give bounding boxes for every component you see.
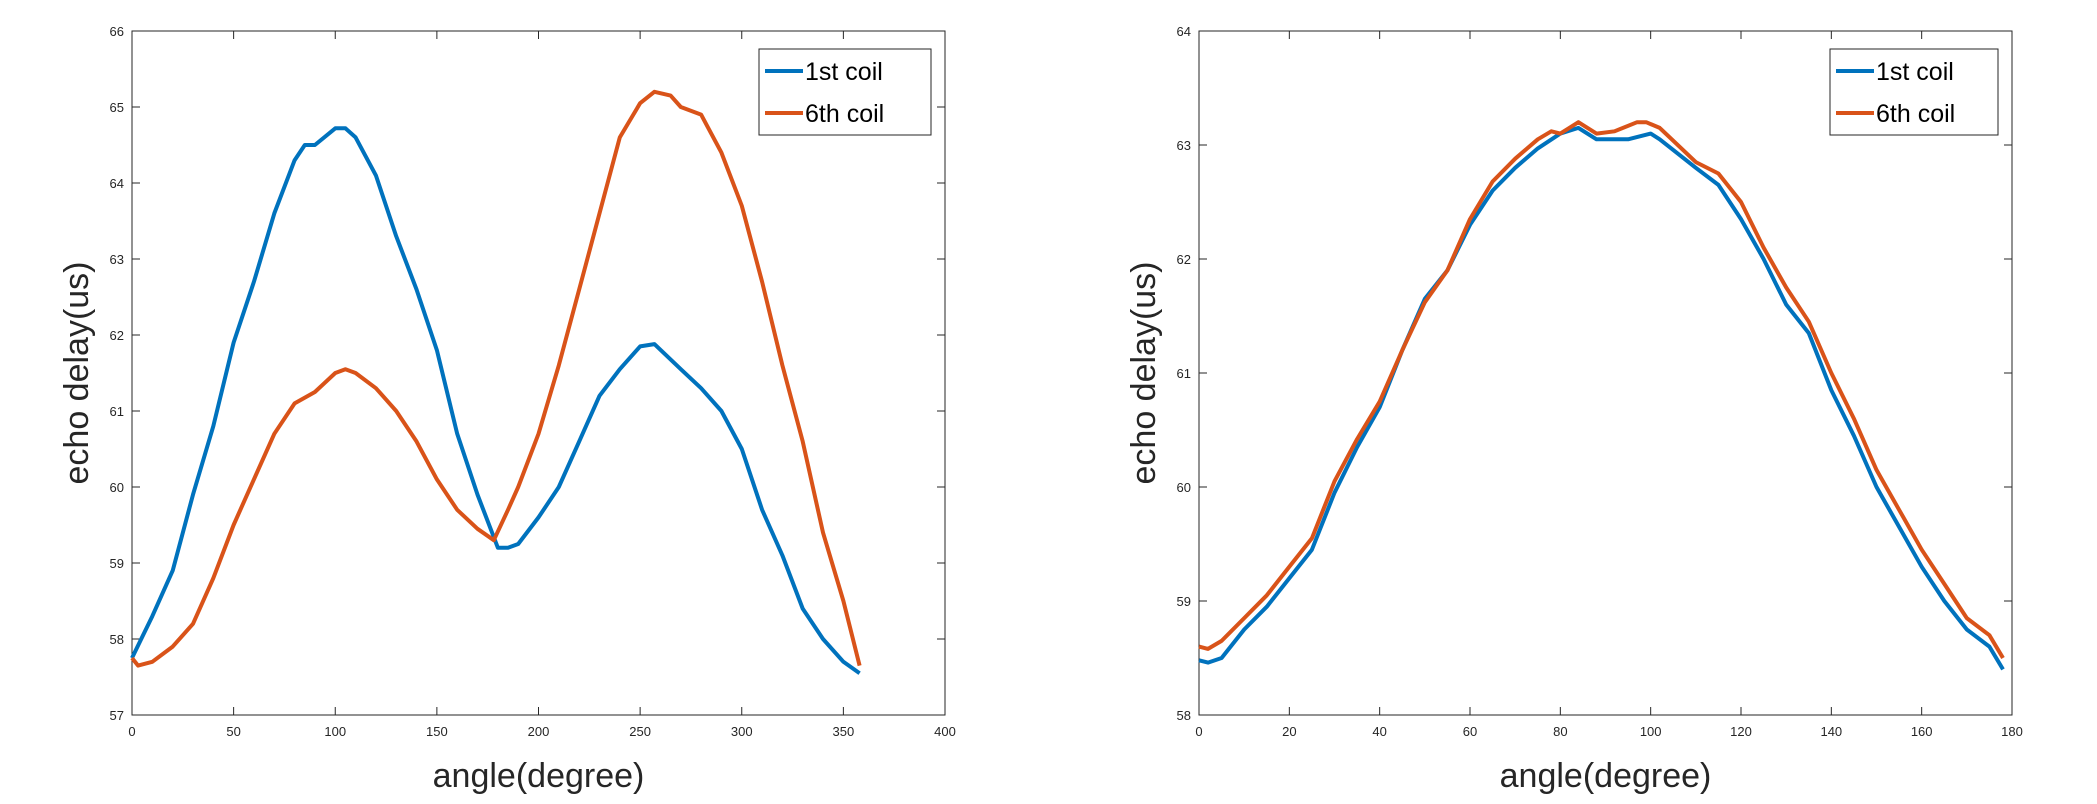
x-tick-label: 0 — [1195, 724, 1202, 739]
x-tick-label: 60 — [1463, 724, 1477, 739]
legend: 1st coil 6th coil — [758, 48, 932, 136]
chart-2: 0 20 40 60 80 100 120 140 160 180 58 59 60 61 62 63 64 an… — [1125, 24, 2023, 795]
y-tick-label: 58 — [110, 632, 124, 647]
legend-label-2: 6th coil — [805, 100, 884, 128]
x-tick-label: 350 — [833, 724, 855, 739]
y-tick-label: 57 — [110, 708, 124, 723]
x-tick-label: 100 — [324, 724, 346, 739]
legend-box — [758, 48, 932, 136]
legend-label-1: 1st coil — [805, 58, 883, 86]
y-axis-label: echo delay(us) — [58, 261, 96, 484]
legend: 1st coil 6th coil — [1829, 48, 1999, 136]
x-tick-label: 100 — [1640, 724, 1662, 739]
x-tick-label: 40 — [1372, 724, 1386, 739]
y-tick-label: 63 — [110, 252, 124, 267]
y-tick-label: 61 — [110, 404, 124, 419]
x-tick-label: 300 — [731, 724, 753, 739]
chart-1: 0 50 100 150 200 250 300 350 400 57 58 59 60 61 62 63 64… — [58, 24, 956, 795]
legend-box — [1829, 48, 1999, 136]
x-tick-label: 80 — [1553, 724, 1567, 739]
series-line-1 — [1198, 125, 2005, 671]
x-tick-label: 180 — [2001, 724, 2023, 739]
x-tick-label: 150 — [426, 724, 448, 739]
y-tick-label: 61 — [1177, 366, 1191, 381]
y-tick-label: 62 — [110, 328, 124, 343]
series-line-2 — [1198, 120, 2005, 660]
plot-area — [131, 30, 946, 716]
y-tick-label: 60 — [110, 480, 124, 495]
y-axis-label: echo delay(us) — [1125, 261, 1163, 484]
x-tick-label: 50 — [226, 724, 240, 739]
y-tick-label: 63 — [1177, 138, 1191, 153]
x-axis-label: angle(degree) — [1500, 757, 1712, 795]
legend-label-2: 6th coil — [1876, 100, 1955, 128]
x-tick-label: 160 — [1911, 724, 1933, 739]
series-line-1 — [130, 126, 861, 675]
y-tick-label: 64 — [110, 176, 124, 191]
y-tick-label: 60 — [1177, 480, 1191, 495]
x-tick-label: 140 — [1820, 724, 1842, 739]
y-tick-label: 66 — [110, 24, 124, 39]
x-axis-label: angle(degree) — [433, 757, 645, 795]
y-tick-label: 58 — [1177, 708, 1191, 723]
y-tick-label: 64 — [1177, 24, 1191, 39]
y-tick-label: 65 — [110, 100, 124, 115]
x-tick-label: 400 — [934, 724, 956, 739]
plot-area — [1198, 30, 2013, 716]
x-tick-label: 0 — [128, 724, 135, 739]
x-tick-label: 250 — [629, 724, 651, 739]
y-tick-label: 62 — [1177, 252, 1191, 267]
x-tick-label: 120 — [1730, 724, 1752, 739]
series-line-2 — [130, 89, 862, 668]
y-tick-label: 59 — [1177, 594, 1191, 609]
legend-label-1: 1st coil — [1876, 58, 1954, 86]
x-tick-label: 20 — [1282, 724, 1296, 739]
x-tick-label: 200 — [528, 724, 550, 739]
y-tick-label: 59 — [110, 556, 124, 571]
